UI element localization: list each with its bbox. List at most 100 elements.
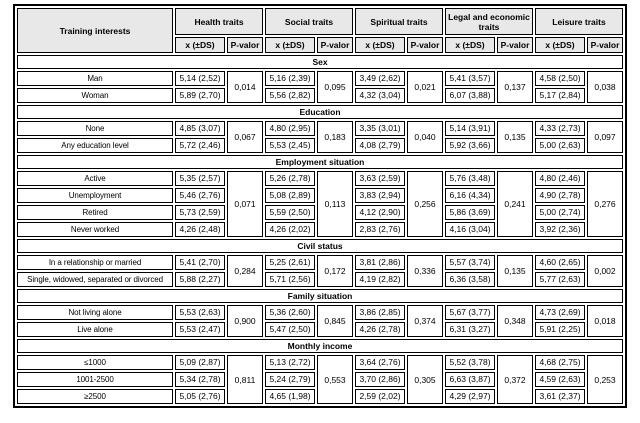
mean-sd-cell: 5,91 (2,25) xyxy=(535,322,585,337)
row-label: Man xyxy=(17,71,173,86)
table-row: Unemployment 5,46 (2,76) 5,08 (2,89) 3,83 (… xyxy=(17,188,623,203)
mean-sd-cell: 6,16 (4,34) xyxy=(445,188,495,203)
row-label: Woman xyxy=(17,88,173,103)
table-row: 1001-2500 5,34 (2,78) 5,24 (2,79) 3,70 (2,8… xyxy=(17,372,623,387)
mean-sd-cell: 5,73 (2,59) xyxy=(175,205,225,220)
mean-sd-cell: 5,53 (2,45) xyxy=(265,138,315,153)
p-value-cell: 0,553 xyxy=(317,355,353,404)
row-label: Not living alone xyxy=(17,305,173,320)
mean-sd-cell: 6,07 (3,88) xyxy=(445,88,495,103)
p-value-cell: 0,374 xyxy=(407,305,443,337)
mean-sd-cell: 5,57 (3,74) xyxy=(445,255,495,270)
mean-sd-cell: 5,53 (2,63) xyxy=(175,305,225,320)
mean-sd-cell: 5,13 (2,72) xyxy=(265,355,315,370)
mean-sd-cell: 5,46 (2,76) xyxy=(175,188,225,203)
table-row: Woman 5,89 (2,70) 5,56 (2,82) 4,32 (3,04) 6,… xyxy=(17,88,623,103)
table-row: Not living alone 5,53 (2,63) 0,900 5,36 (2,… xyxy=(17,305,623,337)
mean-sd-cell: 5,92 (3,66) xyxy=(445,138,495,153)
row-label: None xyxy=(17,121,173,136)
mean-sd-cell: 6,63 (3,87) xyxy=(445,372,495,387)
mean-sd-cell: 3,86 (2,85) xyxy=(355,305,405,320)
p-value-cell: 0,067 xyxy=(227,121,263,153)
mean-sd-cell: 3,49 (2,62) xyxy=(355,71,405,86)
p-value-cell: 0,900 xyxy=(227,305,263,337)
mean-sd-cell: 2,59 (2,02) xyxy=(355,389,405,404)
p-value-cell: 0,040 xyxy=(407,121,443,153)
p-value-cell: 0,348 xyxy=(497,305,533,337)
table-header: Training interests Health traits Social … xyxy=(17,8,623,53)
mean-sd-cell: 3,70 (2,86) xyxy=(355,372,405,387)
p-value-cell: 0,137 xyxy=(497,71,533,103)
mean-sd-cell: 5,36 (2,60) xyxy=(265,305,315,320)
row-label: In a relationship or married xyxy=(17,255,173,270)
p-value-cell: 0,038 xyxy=(587,71,623,103)
row-label: Single, widowed, separated or divorced xyxy=(17,272,173,287)
p-value-cell: 0,284 xyxy=(227,255,263,287)
mean-sd-cell: 4,26 (2,78) xyxy=(355,322,405,337)
mean-sd-cell: 5,14 (3,91) xyxy=(445,121,495,136)
subheader-p-health: P-valor xyxy=(227,37,263,53)
mean-sd-cell: 4,60 (2,65) xyxy=(535,255,585,270)
table-row: Man 5,14 (2,52) 0,014 5,16 (2,39) 0,095 3,49 … xyxy=(17,71,623,103)
mean-sd-cell: 4,85 (3,07) xyxy=(175,121,225,136)
mean-sd-cell: 4,26 (2,48) xyxy=(175,222,225,237)
mean-sd-cell: 3,63 (2,59) xyxy=(355,171,405,186)
table-row: None 4,85 (3,07) 0,067 4,80 (2,95) 0,183 3,35… xyxy=(17,121,623,153)
p-value-cell: 0,014 xyxy=(227,71,263,103)
mean-sd-cell: 5,71 (2,56) xyxy=(265,272,315,287)
mean-sd-cell: 5,47 (2,50) xyxy=(265,322,315,337)
table-row: Single, widowed, separated or divorced 5,… xyxy=(17,272,623,287)
section-title: Sex xyxy=(17,55,623,69)
mean-sd-cell: 5,14 (2,52) xyxy=(175,71,225,86)
mean-sd-cell: 5,16 (2,39) xyxy=(265,71,315,86)
training-interests-table: Training interests Health traits Social … xyxy=(13,4,627,408)
row-label: 1001-2500 xyxy=(17,372,173,387)
mean-sd-cell: 5,00 (2,74) xyxy=(535,205,585,220)
row-label: Any education level xyxy=(17,138,173,153)
table-row: In a relationship or married 5,41 (2,70) 0… xyxy=(17,255,623,287)
mean-sd-cell: 4,08 (2,79) xyxy=(355,138,405,153)
mean-sd-cell: 4,19 (2,82) xyxy=(355,272,405,287)
mean-sd-cell: 4,26 (2,02) xyxy=(265,222,315,237)
subheader-mean-health: x (±DS) xyxy=(175,37,225,53)
p-value-cell: 0,002 xyxy=(587,255,623,287)
subheader-p-leisure: P-valor xyxy=(587,37,623,53)
table-row: ≥2500 5,05 (2,76) 4,65 (1,98) 2,59 (2,02) 4,… xyxy=(17,389,623,404)
mean-sd-cell: 5,76 (3,48) xyxy=(445,171,495,186)
subheader-mean-social: x (±DS) xyxy=(265,37,315,53)
mean-sd-cell: 4,80 (2,46) xyxy=(535,171,585,186)
mean-sd-cell: 3,81 (2,86) xyxy=(355,255,405,270)
p-value-cell: 0,021 xyxy=(407,71,443,103)
mean-sd-cell: 4,29 (2,97) xyxy=(445,389,495,404)
mean-sd-cell: 5,41 (2,70) xyxy=(175,255,225,270)
p-value-cell: 0,276 xyxy=(587,171,623,237)
section-title: Employment situation xyxy=(17,155,623,169)
mean-sd-cell: 5,88 (2,27) xyxy=(175,272,225,287)
row-label: Active xyxy=(17,171,173,186)
subheader-mean-legal: x (±DS) xyxy=(445,37,495,53)
mean-sd-cell: 4,32 (3,04) xyxy=(355,88,405,103)
group-header-spiritual: Spiritual traits xyxy=(355,8,443,35)
mean-sd-cell: 4,90 (2,78) xyxy=(535,188,585,203)
subheader-p-social: P-valor xyxy=(317,37,353,53)
mean-sd-cell: 5,52 (3,78) xyxy=(445,355,495,370)
table-row: ≤1000 5,09 (2,87) 0,811 5,13 (2,72) 0,553 3,6… xyxy=(17,355,623,404)
p-value-cell: 0,135 xyxy=(497,121,533,153)
mean-sd-cell: 4,58 (2,50) xyxy=(535,71,585,86)
section-row: Monthly income xyxy=(17,339,623,353)
section-title: Family situation xyxy=(17,289,623,303)
p-value-cell: 0,113 xyxy=(317,171,353,237)
mean-sd-cell: 5,53 (2,47) xyxy=(175,322,225,337)
p-value-cell: 0,845 xyxy=(317,305,353,337)
section-row: Education xyxy=(17,105,623,119)
mean-sd-cell: 4,12 (2,90) xyxy=(355,205,405,220)
mean-sd-cell: 5,59 (2,50) xyxy=(265,205,315,220)
p-value-cell: 0,811 xyxy=(227,355,263,404)
mean-sd-cell: 5,09 (2,87) xyxy=(175,355,225,370)
row-label: Retired xyxy=(17,205,173,220)
mean-sd-cell: 5,08 (2,89) xyxy=(265,188,315,203)
p-value-cell: 0,071 xyxy=(227,171,263,237)
p-value-cell: 0,095 xyxy=(317,71,353,103)
table-row: Retired 5,73 (2,59) 5,59 (2,50) 4,12 (2,90)… xyxy=(17,205,623,220)
